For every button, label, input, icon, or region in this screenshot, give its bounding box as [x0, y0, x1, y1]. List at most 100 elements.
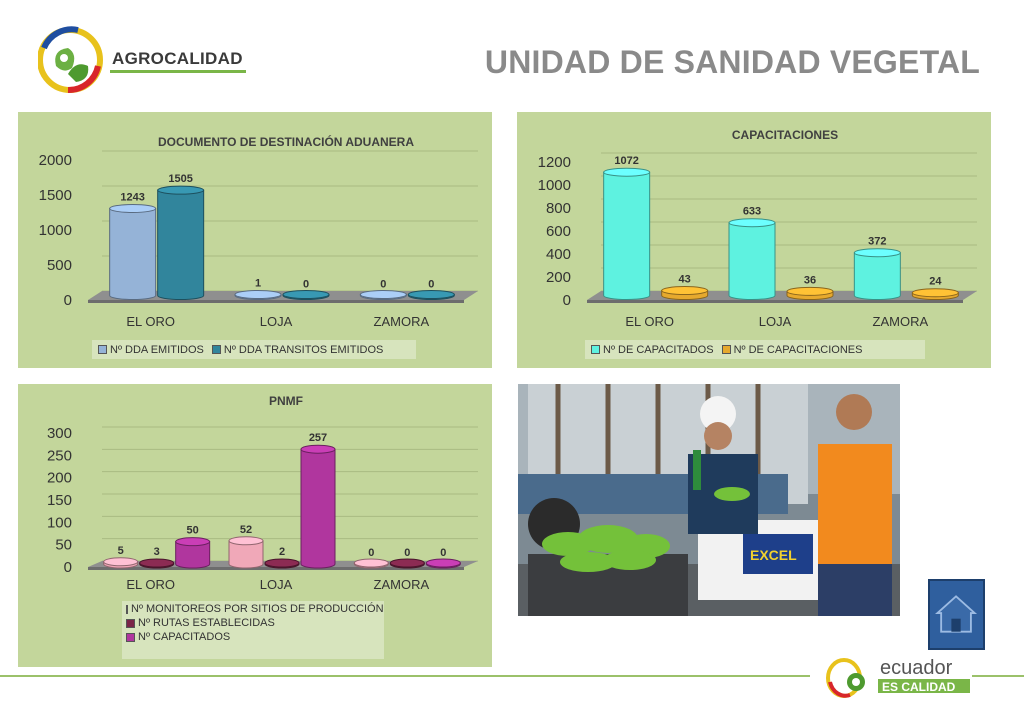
legend-item: Nº DE CAPACITADOS: [591, 343, 714, 356]
legend-pnmf: Nº MONITOREOS POR SITIOS DE PRODUCCIÓN Nº…: [122, 601, 384, 659]
bar: [853, 252, 901, 300]
chart-pnmf: PNMF 0 50 100 150 200 250 300 5 3 50 EL ORO 52 2 257 LO…: [47, 394, 478, 592]
bar-top: [234, 290, 282, 299]
legend-item: Nº DE CAPACITACIONES: [721, 343, 863, 356]
legend-swatch: [591, 345, 600, 354]
data-label: 43: [679, 274, 691, 286]
bar-top: [407, 290, 455, 299]
bar: [728, 222, 776, 300]
data-label: 36: [804, 274, 816, 286]
data-label: 1: [255, 278, 261, 290]
bar-top: [389, 558, 425, 568]
chart-capacitaciones: CAPACITACIONES 0 200 400 600 800 1000 1200 1072 4…: [538, 128, 977, 329]
data-label: 24: [929, 276, 942, 288]
data-label: 3: [154, 546, 160, 558]
footer-divider: [0, 675, 810, 677]
legend-item: Nº MONITOREOS POR SITIOS DE PRODUCCIÓN: [126, 603, 384, 615]
legend-swatch: [126, 604, 128, 614]
legend-dda: Nº DDA EMITIDOS Nº DDA TRANSITOS EMITIDOS: [92, 340, 416, 359]
bar: [228, 540, 264, 569]
data-label: 372: [868, 236, 886, 248]
bar-top: [661, 286, 709, 296]
data-label: 0: [440, 547, 446, 559]
bar: [300, 448, 336, 569]
bar-top: [786, 286, 834, 296]
y-tick-label: 200: [546, 269, 571, 286]
y-tick-label: 200: [47, 470, 72, 487]
bar-top: [853, 248, 901, 258]
x-tick-label: ZAMORA: [374, 577, 430, 592]
y-tick-label: 800: [546, 200, 571, 217]
home-icon: [935, 595, 978, 633]
legend-item: Nº DDA EMITIDOS: [98, 343, 204, 356]
x-tick-label: LOJA: [759, 314, 792, 329]
chart-floor-edge: [88, 567, 464, 570]
x-tick-label: ZAMORA: [374, 314, 430, 329]
x-tick-label: EL ORO: [126, 314, 175, 329]
page-title: UNIDAD DE SANIDAD VEGETAL: [484, 44, 980, 80]
legend-swatch: [98, 345, 107, 354]
inspection-photo: EXCEL: [518, 384, 900, 616]
bar-top: [359, 290, 407, 299]
legend-item: Nº CAPACITADOS: [126, 631, 380, 643]
chart-panel-pnmf: PNMF 0 50 100 150 200 250 300 5 3 50 EL ORO 52 2 257 LO…: [18, 384, 492, 667]
data-label: 1505: [168, 173, 192, 185]
legend-label: Nº DDA EMITIDOS: [110, 343, 204, 356]
x-tick-label: EL ORO: [625, 314, 674, 329]
legend-item: Nº DDA TRANSITOS EMITIDOS: [211, 343, 383, 356]
data-label: 52: [240, 524, 252, 536]
chart-dda: DOCUMENTO DE DESTINACIÓN ADUANERA 0 500 100…: [39, 134, 478, 329]
data-label: 2: [279, 546, 285, 558]
bar: [603, 171, 651, 300]
ecuador-es-calidad-logo: ecuador ES CALIDAD: [826, 657, 970, 698]
y-tick-label: 1500: [39, 187, 72, 204]
bar-top: [139, 558, 175, 568]
legend-label: Nº CAPACITADOS: [138, 631, 231, 643]
data-label: 1072: [614, 155, 638, 167]
chart-panel-dda: DOCUMENTO DE DESTINACIÓN ADUANERA 0 500 100…: [18, 112, 492, 368]
chart-title: CAPACITACIONES: [732, 128, 838, 142]
y-tick-label: 0: [64, 559, 72, 576]
data-label: 633: [743, 206, 761, 218]
bar: [175, 541, 211, 569]
y-tick-label: 300: [47, 425, 72, 442]
chart-panel-capacitaciones: CAPACITACIONES 0 200 400 600 800 1000 1200 1072 4…: [517, 112, 991, 368]
y-tick-label: 1000: [538, 177, 571, 194]
legend-swatch: [126, 632, 135, 642]
legend-label: Nº DE CAPACITACIONES: [733, 343, 863, 356]
y-tick-label: 500: [47, 257, 72, 274]
data-label: 50: [187, 525, 199, 537]
brand-underline: [110, 70, 246, 73]
data-label: 257: [309, 432, 327, 444]
legend-label: Nº MONITOREOS POR SITIOS DE PRODUCCIÓN: [131, 603, 384, 615]
chart-title: DOCUMENTO DE DESTINACIÓN ADUANERA: [158, 134, 414, 149]
bar: [157, 189, 205, 300]
bar-top: [425, 558, 461, 568]
bar-top: [728, 218, 776, 228]
data-label: 0: [380, 279, 386, 291]
home-button[interactable]: [928, 579, 985, 650]
bar-top: [109, 203, 157, 213]
bar: [109, 207, 157, 300]
chart-floor-edge: [88, 300, 464, 303]
x-tick-label: EL ORO: [126, 577, 175, 592]
y-tick-label: 600: [546, 223, 571, 240]
bar-top: [228, 536, 264, 546]
x-tick-label: LOJA: [260, 577, 293, 592]
footer-divider-right: [972, 675, 1024, 677]
footer-brand-line2: ES CALIDAD: [882, 680, 956, 694]
y-tick-label: 1200: [538, 154, 571, 171]
footer-brand-line1: ecuador: [880, 657, 953, 679]
data-label: 0: [368, 547, 374, 559]
legend-capacitaciones: Nº DE CAPACITADOS Nº DE CAPACITACIONES: [585, 340, 925, 359]
legend-swatch: [126, 618, 135, 628]
svg-text:EXCEL: EXCEL: [750, 547, 797, 563]
bar-top: [175, 537, 211, 547]
y-tick-label: 1000: [39, 222, 72, 239]
y-tick-label: 250: [47, 447, 72, 464]
chart-title: PNMF: [269, 394, 303, 408]
y-tick-label: 100: [47, 514, 72, 531]
chart-floor-edge: [587, 300, 963, 303]
y-tick-label: 0: [563, 292, 571, 309]
bar-top: [300, 444, 336, 454]
